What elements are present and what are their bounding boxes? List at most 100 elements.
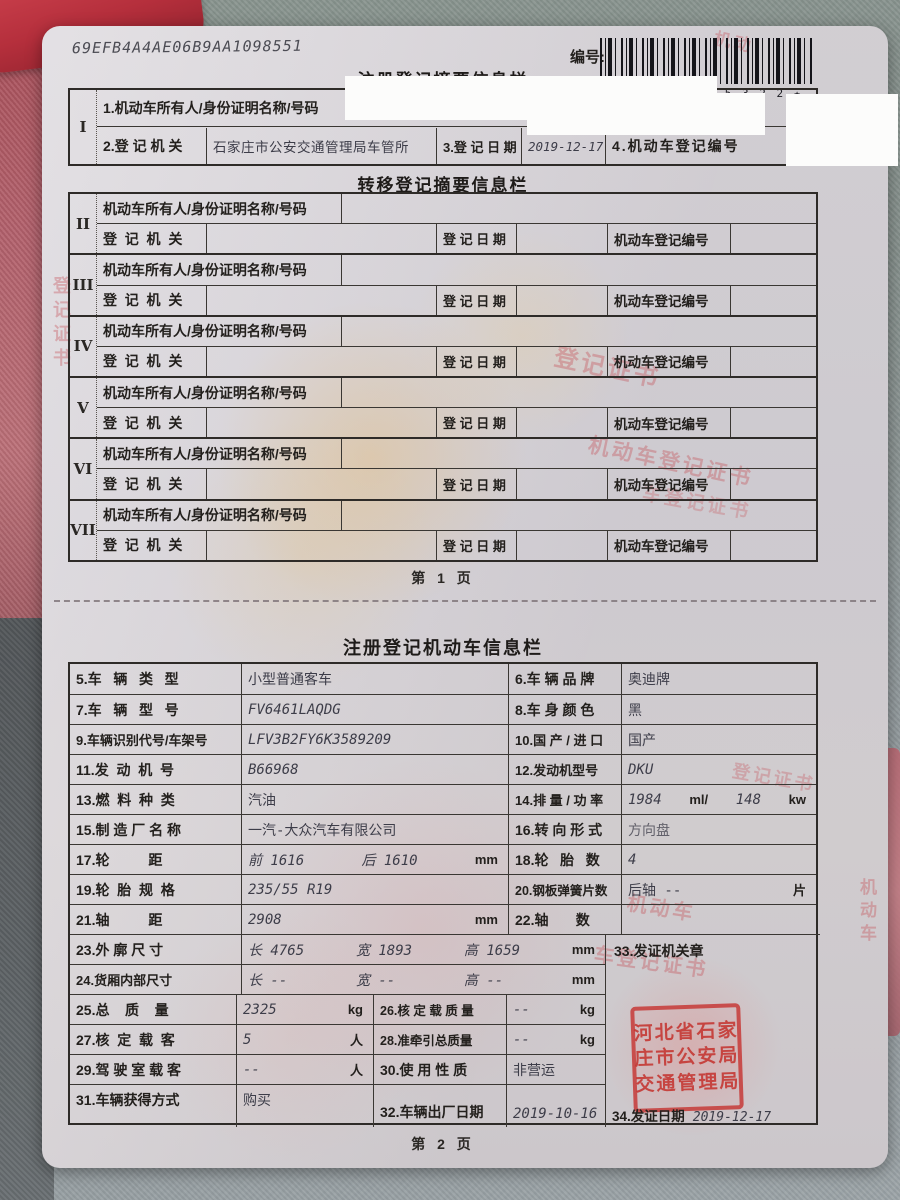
transfer-section: IV 机动车所有人/身份证明名称/号码 登 记 机 关 登 记 日 期 机动车登记编… [70, 314, 816, 376]
owner-label: 机动车所有人/身份证明名称/号码 [97, 194, 342, 224]
section-numeral: VI [70, 439, 97, 499]
f25-unit: kg [347, 1002, 363, 1017]
f17-unit: mm [474, 852, 498, 867]
row-5-6: 5.车 辆 类 型 小型普通客车 6.车 辆 品 牌 奥迪牌 [70, 664, 816, 694]
f34-label: 34.发证日期 [612, 1109, 685, 1124]
f19-value: 235/55 R19 [242, 875, 509, 904]
f6-value: 奥迪牌 [628, 672, 670, 688]
row-21-22: 21.轴 距 2908 mm 22.轴 数 [70, 904, 816, 934]
issuing-authority-stamp: 河北省石家 庄市公安局 交通管理局 [630, 1003, 744, 1113]
f21-wheelbase: 2908 [248, 911, 282, 928]
row-27-28: 27.核 定 载 客 5 人 28.准牵引总质量 -- kg [70, 1024, 605, 1054]
date-label: 登 记 日 期 [437, 408, 517, 438]
f21-unit: mm [474, 912, 498, 927]
f26-unit: kg [579, 1002, 595, 1017]
f26-load: -- [513, 1001, 530, 1018]
f20-rear-axle: 后轴 -- [628, 882, 682, 899]
f29-cab-passengers: -- [243, 1061, 260, 1078]
f14-unit-kw: kw [788, 792, 806, 807]
date-value [517, 530, 608, 560]
transfer-section: III 机动车所有人/身份证明名称/号码 登 记 机 关 登 记 日 期 机动车登记… [70, 253, 816, 315]
f30-label: 30.使 用 性 质 [374, 1055, 507, 1084]
f10-label: 10.国 产 / 进 口 [509, 725, 622, 754]
f12-value: DKU [628, 761, 654, 778]
f14-value: 1984 ml/ 148 kw [622, 785, 816, 814]
row-25-26: 25.总 质 量 2325 kg 26.核 定 载 质 量 -- kg [70, 994, 605, 1024]
section-numeral: VII [70, 500, 97, 560]
f26-value: -- kg [507, 995, 605, 1024]
date-label: 登 记 日 期 [437, 285, 517, 315]
f32-label: 32.车辆出厂日期 [374, 1085, 507, 1127]
f28-towing-mass: -- [513, 1031, 530, 1048]
page2-footer: 第 2 页 [411, 1136, 475, 1152]
owner-value [342, 439, 816, 468]
date-label: 登 记 日 期 [437, 469, 517, 499]
f14-power: 148 [735, 791, 762, 808]
f24-width: 宽 -- [355, 972, 396, 989]
certificate-serial-number: 69EFB4A4AE06B9AA1098551 [71, 36, 303, 58]
regno-value [731, 224, 816, 253]
f21-value: 2908 mm [242, 905, 509, 934]
f34-row: 34.发证日期 2019-12-17 [612, 1105, 771, 1125]
section-numeral: V [70, 377, 97, 438]
f30-value: 非营运 [513, 1062, 555, 1079]
regno-value [731, 408, 816, 437]
f34-value: 2019-12-17 [692, 1110, 772, 1125]
f29-unit: 人 [349, 1063, 363, 1078]
watermark-text: 机动车 [857, 878, 876, 947]
row-29-30: 29.驾 驶 室 载 客 -- 人 30.使 用 性 质 非营运 [70, 1054, 605, 1084]
f11-label: 11.发 动 机 号 [70, 755, 242, 784]
f18-value: 4 [628, 851, 637, 868]
authority-label: 登 记 机 关 [97, 346, 207, 376]
f29-label: 29.驾 驶 室 载 客 [70, 1055, 237, 1084]
regno-value [731, 469, 816, 498]
authority-value [207, 408, 437, 438]
f32-value: 2019-10-16 [513, 1106, 598, 1122]
f7-label: 7.车 辆 型 号 [70, 695, 242, 724]
f9-label: 9.车辆识别代号/车架号 [70, 725, 242, 754]
f27-unit: 人 [349, 1033, 363, 1048]
row-9-10: 9.车辆识别代号/车架号 LFV3B2FY6K3589209 10.国 产 / … [70, 724, 816, 754]
row-23: 23.外 廓 尺 寸 长 4765 宽 1893 高 1659 mm [70, 934, 605, 964]
regno-value [731, 286, 816, 315]
date-label: 登 记 日 期 [437, 224, 517, 254]
f24-height: 高 -- [463, 972, 504, 989]
f20-unit: 片 [792, 883, 806, 898]
f17-front: 前 1616 [248, 852, 305, 869]
f5-label: 5.车 辆 类 型 [70, 664, 242, 694]
f17-rear: 后 1610 [361, 852, 418, 869]
f23-width: 宽 1893 [355, 942, 413, 959]
f16-value: 方向盘 [628, 822, 670, 839]
stamp-line2: 庄市公安局 [634, 1045, 740, 1070]
f9-value: LFV3B2FY6K3589209 [242, 725, 509, 754]
authority-value [207, 224, 437, 254]
date-value [517, 346, 608, 376]
f28-value: -- kg [507, 1025, 605, 1054]
authority-label: 登 记 机 关 [97, 469, 207, 499]
page1-footer: 第 1 页 [411, 570, 475, 586]
stamp-line3: 交通管理局 [635, 1070, 741, 1096]
f24-unit: mm [571, 972, 595, 987]
f29-value: -- 人 [237, 1055, 374, 1084]
f27-passengers: 5 [243, 1031, 252, 1048]
f24-value: 长 -- 宽 -- 高 -- mm [242, 965, 605, 994]
row-15-16: 15.制 造 厂 名 称 一汽-大众汽车有限公司 16.转 向 形 式 方向盘 [70, 814, 816, 844]
regno-label: 机动车登记编号 [608, 530, 731, 560]
f16-label: 16.转 向 形 式 [509, 815, 622, 844]
date-label: 3.登 记 日 期 [437, 128, 522, 164]
date-label: 登 记 日 期 [437, 346, 517, 376]
owner-label: 机动车所有人/身份证明名称/号码 [97, 316, 342, 346]
owner-label: 机动车所有人/身份证明名称/号码 [97, 439, 342, 469]
f25-mass: 2325 [243, 1001, 277, 1018]
authority-value: 石家庄市公安交通管理局车管所 [207, 128, 437, 164]
f18-label: 18.轮 胎 数 [509, 845, 622, 874]
f23-unit: mm [571, 942, 595, 957]
f31-value: 购买 [237, 1085, 374, 1127]
regno-label: 机动车登记编号 [608, 469, 731, 499]
f13-value: 汽油 [242, 785, 509, 814]
f24-label: 24.货厢内部尺寸 [70, 965, 242, 994]
authority-label: 登 记 机 关 [97, 530, 207, 560]
owner-value [342, 378, 816, 407]
regno-value [731, 347, 816, 376]
